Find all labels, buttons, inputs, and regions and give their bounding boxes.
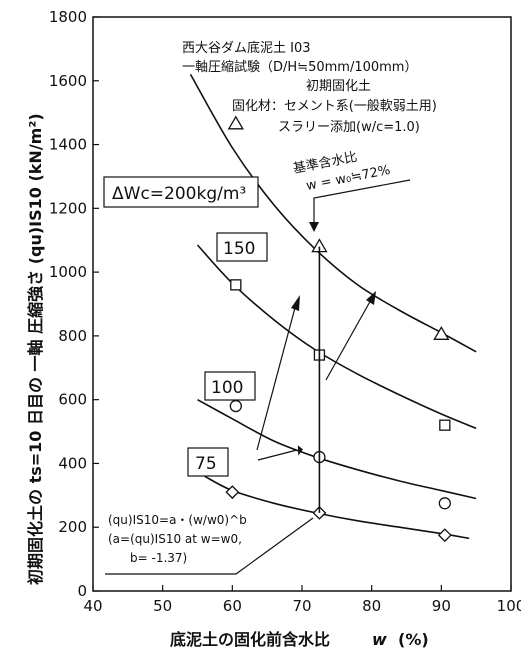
fit-curves: [189, 74, 477, 540]
formula-line-2: (a=(qu)IS10 at w=w0,: [108, 532, 242, 546]
formula-line-1: (qu)IS10=a・(w/w0)^b: [108, 513, 247, 527]
circle-marker: [229, 399, 242, 413]
x-axis-ticks: 40 50 60 70 80 90 100: [83, 585, 521, 615]
fit-curve-1: [189, 74, 477, 353]
y-axis-ticks: 0 200 400 600 800 1000 1200 1400 1600 1800: [49, 8, 99, 600]
trend-arrow-3: [325, 297, 373, 381]
y-tick-label: 1400: [49, 136, 87, 154]
series-label-150: 150: [223, 239, 255, 259]
y-tick-label: 200: [58, 518, 87, 536]
x-tick-label: 70: [292, 597, 311, 615]
y-tick-label: 1200: [49, 199, 87, 217]
series-label-box-200: [103, 176, 259, 208]
y-tick-label: 1600: [49, 72, 87, 90]
triangle-marker: [227, 115, 244, 130]
circle-marker: [438, 497, 451, 510]
y-tick-label: 400: [58, 454, 87, 472]
y-tick-label: 600: [58, 391, 87, 409]
x-tick-label: 40: [83, 597, 102, 615]
title-line-3: 初期固化土: [306, 79, 371, 94]
triangle-marker: [433, 326, 450, 340]
formula-line-3: b= -1.37): [130, 551, 187, 565]
series-label-200: ΔWc=200kg/m³: [112, 184, 246, 204]
trend-arrows: [256, 291, 376, 461]
series-label-75: 75: [195, 454, 217, 474]
reference-pointer-head: [309, 222, 319, 232]
trend-arrow-3-head: [366, 291, 376, 305]
title-line-2: 一軸圧縮試験（D/H≒50mm/100mm）: [182, 59, 417, 75]
y-tick-label: 1800: [49, 8, 87, 26]
square-marker: [439, 419, 451, 431]
trend-arrow-1-head: [297, 445, 303, 456]
trend-arrow-2: [256, 303, 297, 451]
formula-pointer: [105, 517, 314, 575]
x-axis-unit: (%): [398, 630, 429, 649]
series-label-box-150: [216, 232, 268, 262]
fit-curve-3: [197, 398, 477, 500]
fit-curve-2: [196, 244, 477, 430]
x-tick-label: 100: [497, 597, 521, 615]
reference-pointer: [313, 179, 411, 224]
series-label-box-100: [204, 371, 256, 401]
x-tick-label: 50: [153, 597, 172, 615]
square-marker: [230, 279, 242, 291]
diamond-marker: [437, 528, 452, 543]
x-axis-variable: w: [372, 630, 387, 649]
title-line-1: 西大谷ダム底泥土 I03: [182, 40, 311, 56]
x-axis-label: 底泥土の固化前含水比: [170, 630, 330, 649]
y-tick-label: 1000: [49, 263, 87, 281]
x-tick-label: 60: [223, 597, 242, 615]
title-line-5: スラリー添加(w/c=1.0): [278, 120, 420, 135]
diamond-marker: [225, 485, 240, 500]
y-tick-label: 0: [77, 582, 87, 600]
data-markers: [225, 115, 452, 543]
x-tick-label: 80: [362, 597, 381, 615]
series-label-box-75: [187, 447, 229, 477]
y-tick-label: 800: [58, 327, 87, 345]
fit-curve-4: [204, 475, 470, 540]
y-axis-label: 初期固化土の ts=10 日目の 一軸 圧縮強さ (qu)IS10 (kN/m²…: [26, 113, 45, 585]
series-label-100: 100: [211, 378, 243, 398]
trend-arrow-1: [257, 449, 298, 461]
trend-arrow-2-head: [291, 295, 300, 311]
title-line-4: 固化材：セメント系(一般軟弱土用): [232, 98, 437, 114]
x-tick-label: 90: [432, 597, 451, 615]
